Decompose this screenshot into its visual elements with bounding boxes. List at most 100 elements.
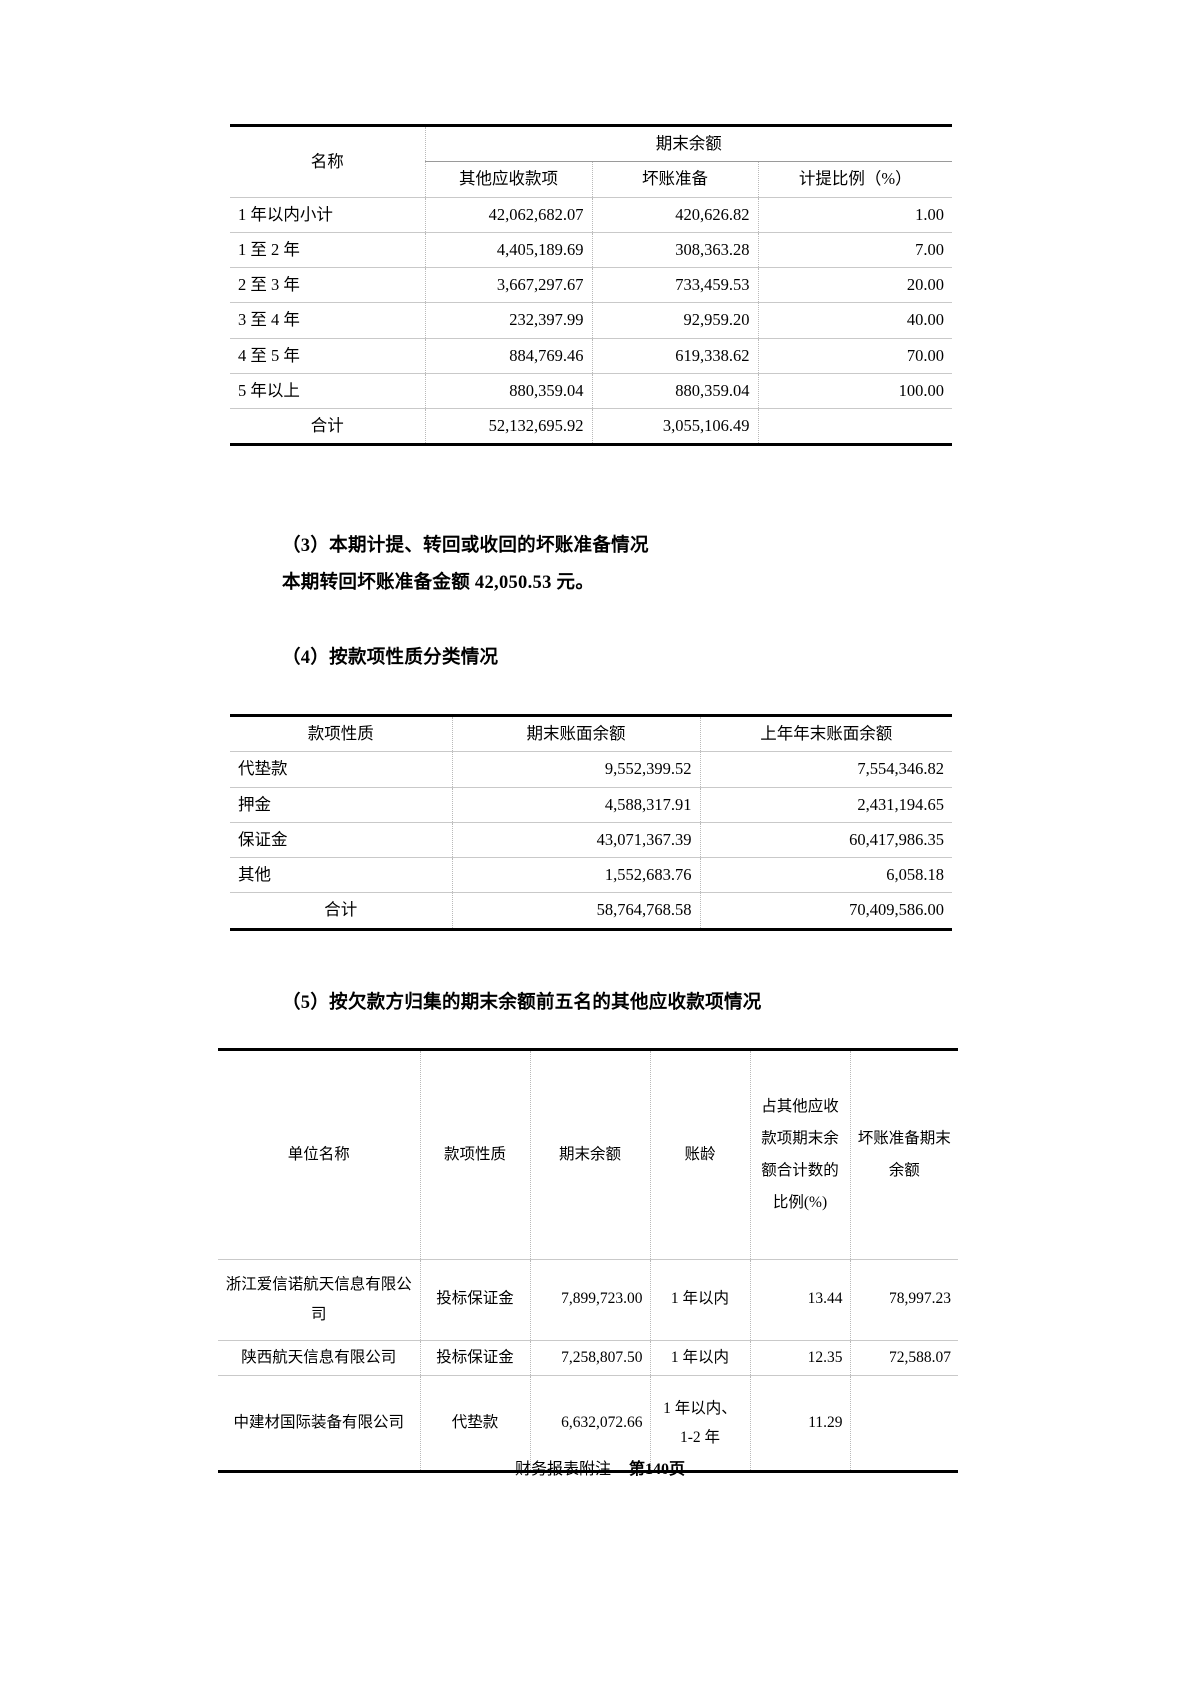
cell-ratio: 40.00 bbox=[757, 302, 952, 339]
cell-unit-name: 浙江爱信诺航天信息有限公司 bbox=[218, 1258, 421, 1341]
cell-unit-name: 中建材国际装备有限公司 bbox=[218, 1375, 421, 1471]
cell-aging: 1 年以内、1-2 年 bbox=[649, 1375, 751, 1471]
cell-nature: 代垫款 bbox=[419, 1375, 531, 1471]
cell-bad-debt: 619,338.62 bbox=[591, 337, 759, 374]
table-header-row: 单位名称 款项性质 期末余额 账龄 占其他应收款项期末余额合计数的比例(%) 坏… bbox=[218, 1051, 958, 1260]
cell-aging-bucket: 5 年以上 bbox=[230, 372, 426, 410]
cell-current-balance: 4,588,317.91 bbox=[451, 786, 701, 823]
cell-unit-name: 陕西航天信息有限公司 bbox=[218, 1339, 421, 1377]
header-cell-current: 期末账面余额 bbox=[451, 717, 701, 753]
cell-total-bad-debt: 3,055,106.49 bbox=[591, 408, 759, 444]
section-4: （4）按款项性质分类情况 bbox=[282, 640, 962, 677]
header-cell-bad-debt: 坏账准备 bbox=[591, 161, 759, 198]
cell-receivable: 3,667,297.67 bbox=[424, 267, 593, 304]
cell-receivable: 4,405,189.69 bbox=[424, 231, 593, 269]
cell-bad-debt-ending: 78,997.23 bbox=[849, 1258, 958, 1341]
cell-current-balance: 9,552,399.52 bbox=[451, 751, 701, 788]
cell-bad-debt: 92,959.20 bbox=[591, 302, 759, 339]
table-row: 其他 1,552,683.76 6,058.18 bbox=[230, 857, 952, 894]
header-cell-ending-balance: 期末余额 bbox=[529, 1051, 651, 1260]
top5-table-container: 单位名称 款项性质 期末余额 账龄 占其他应收款项期末余额合计数的比例(%) 坏… bbox=[218, 1048, 958, 1474]
cell-receivable: 880,359.04 bbox=[424, 372, 593, 410]
cell-aging-bucket: 4 至 5 年 bbox=[230, 337, 426, 374]
cell-pct-of-total: 12.35 bbox=[749, 1339, 851, 1377]
table-row: 5 年以上 880,359.04 880,359.04 100.00 bbox=[230, 372, 952, 410]
cell-nature: 保证金 bbox=[230, 821, 453, 859]
table-total-row: 合计 52,132,695.92 3,055,106.49 bbox=[230, 408, 952, 444]
cell-bad-debt-ending bbox=[849, 1375, 958, 1471]
table-total-row: 合计 58,764,768.58 70,409,586.00 bbox=[230, 892, 952, 928]
header-cell-aging: 账龄 bbox=[649, 1051, 751, 1260]
cell-aging-bucket: 2 至 3 年 bbox=[230, 267, 426, 304]
header-cell-pct-of-total: 占其他应收款项期末余额合计数的比例(%) bbox=[749, 1051, 851, 1260]
section-3-body: 本期转回坏账准备金额 42,050.53 元。 bbox=[282, 573, 595, 593]
table-row: 4 至 5 年 884,769.46 619,338.62 70.00 bbox=[230, 337, 952, 374]
header-cell-bad-debt-ending: 坏账准备期末余额 bbox=[849, 1051, 958, 1260]
table-row: 代垫款 9,552,399.52 7,554,346.82 bbox=[230, 751, 952, 788]
cell-total-prior: 70,409,586.00 bbox=[699, 892, 952, 928]
header-cell-receivable: 其他应收款项 bbox=[425, 161, 593, 198]
table-row: 陕西航天信息有限公司 投标保证金 7,258,807.50 1 年以内 12.3… bbox=[218, 1339, 958, 1377]
cell-receivable: 884,769.46 bbox=[424, 337, 593, 374]
header-cell-nature: 款项性质 bbox=[230, 717, 453, 753]
table-row: 浙江爱信诺航天信息有限公司 投标保证金 7,899,723.00 1 年以内 1… bbox=[218, 1258, 958, 1341]
table-row: 2 至 3 年 3,667,297.67 733,459.53 20.00 bbox=[230, 267, 952, 304]
table-row: 1 至 2 年 4,405,189.69 308,363.28 7.00 bbox=[230, 231, 952, 269]
footer-label: 财务报表附注 bbox=[514, 1461, 611, 1478]
cell-bad-debt: 880,359.04 bbox=[591, 372, 759, 410]
table-row: 1 年以内小计 42,062,682.07 420,626.82 1.00 bbox=[230, 196, 952, 233]
cell-receivable: 232,397.99 bbox=[424, 302, 593, 339]
cell-receivable: 42,062,682.07 bbox=[424, 196, 593, 233]
cell-pct-of-total: 13.44 bbox=[749, 1258, 851, 1341]
page-footer: 财务报表附注 第140页 bbox=[0, 1455, 1200, 1479]
cell-nature: 投标保证金 bbox=[419, 1258, 531, 1341]
cell-nature: 投标保证金 bbox=[419, 1339, 531, 1377]
cell-total-current: 58,764,768.58 bbox=[451, 892, 701, 928]
cell-nature: 代垫款 bbox=[230, 751, 453, 788]
cell-prior-balance: 60,417,986.35 bbox=[699, 821, 952, 859]
cell-bad-debt-ending: 72,588.07 bbox=[849, 1339, 958, 1377]
cell-nature: 押金 bbox=[230, 786, 453, 823]
header-cell-unit-name: 单位名称 bbox=[218, 1051, 421, 1260]
header-cell-prior: 上年年末账面余额 bbox=[699, 717, 952, 753]
table-header-row: 款项性质 期末账面余额 上年年末账面余额 bbox=[230, 717, 952, 753]
cell-total-receivable: 52,132,695.92 bbox=[424, 408, 593, 444]
cell-bad-debt: 733,459.53 bbox=[591, 267, 759, 304]
footer-page-number: 第140页 bbox=[629, 1461, 686, 1478]
table-row: 中建材国际装备有限公司 代垫款 6,632,072.66 1 年以内、1-2 年… bbox=[218, 1375, 958, 1471]
cell-prior-balance: 7,554,346.82 bbox=[699, 751, 952, 788]
nature-table-container: 款项性质 期末账面余额 上年年末账面余额 代垫款 9,552,399.52 7,… bbox=[230, 714, 952, 931]
cell-prior-balance: 2,431,194.65 bbox=[699, 786, 952, 823]
table-row: 押金 4,588,317.91 2,431,194.65 bbox=[230, 786, 952, 823]
cell-aging-bucket: 1 年以内小计 bbox=[230, 196, 426, 233]
cell-ratio: 20.00 bbox=[757, 267, 952, 304]
cell-ratio: 100.00 bbox=[757, 372, 952, 410]
cell-ratio: 1.00 bbox=[757, 196, 952, 233]
cell-aging: 1 年以内 bbox=[649, 1339, 751, 1377]
cell-prior-balance: 6,058.18 bbox=[699, 857, 952, 894]
cell-bad-debt: 420,626.82 bbox=[591, 196, 759, 233]
cell-aging-bucket: 3 至 4 年 bbox=[230, 302, 426, 339]
cell-pct-of-total: 11.29 bbox=[749, 1375, 851, 1471]
section-4-heading: （4）按款项性质分类情况 bbox=[282, 648, 499, 668]
cell-total-ratio bbox=[757, 408, 952, 444]
section-3: （3）本期计提、转回或收回的坏账准备情况 本期转回坏账准备金额 42,050.5… bbox=[282, 528, 962, 602]
section-3-heading: （3）本期计提、转回或收回的坏账准备情况 bbox=[282, 536, 649, 556]
header-cell-nature: 款项性质 bbox=[419, 1051, 531, 1260]
cell-bad-debt: 308,363.28 bbox=[591, 231, 759, 269]
aging-table: 名称 期末余额 其他应收款项 坏账准备 计提比例（%） 1 年以内小计 42,0… bbox=[230, 127, 952, 444]
cell-ratio: 7.00 bbox=[757, 231, 952, 269]
aging-table-container: 名称 期末余额 其他应收款项 坏账准备 计提比例（%） 1 年以内小计 42,0… bbox=[230, 124, 952, 447]
cell-aging-bucket: 1 至 2 年 bbox=[230, 231, 426, 269]
header-cell-group: 期末余额 bbox=[424, 127, 952, 163]
header-cell-name: 名称 bbox=[230, 127, 426, 198]
section-5-heading: （5）按欠款方归集的期末余额前五名的其他应收款项情况 bbox=[282, 993, 762, 1013]
table-row: 保证金 43,071,367.39 60,417,986.35 bbox=[230, 821, 952, 859]
cell-total-label: 合计 bbox=[230, 892, 453, 928]
nature-table: 款项性质 期末账面余额 上年年末账面余额 代垫款 9,552,399.52 7,… bbox=[230, 717, 952, 928]
table-subheader-row: 其他应收款项 坏账准备 计提比例（%） bbox=[230, 161, 952, 198]
cell-total-label: 合计 bbox=[230, 408, 426, 444]
cell-current-balance: 43,071,367.39 bbox=[451, 821, 701, 859]
cell-ending-balance: 7,899,723.00 bbox=[529, 1258, 651, 1341]
